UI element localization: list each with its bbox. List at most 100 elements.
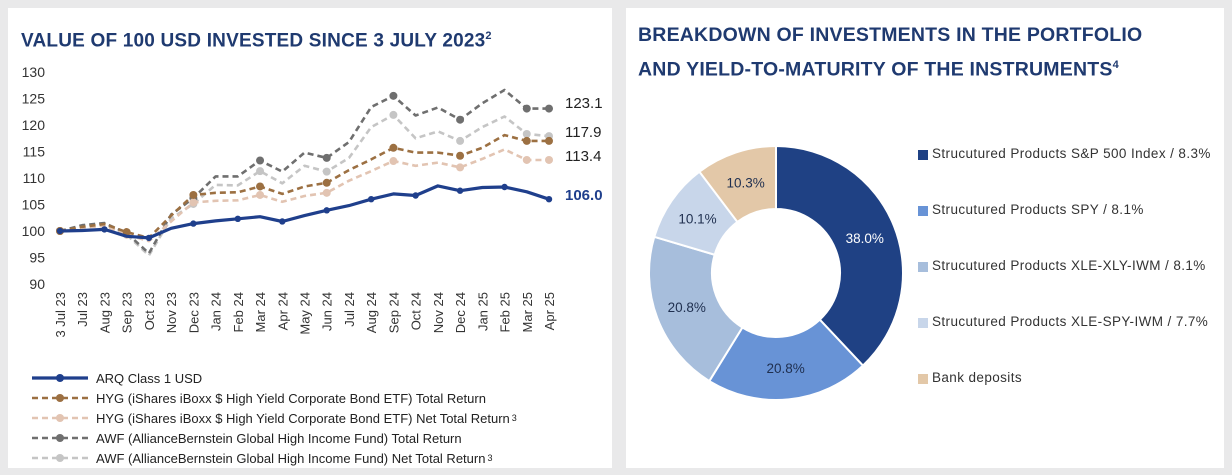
x-tick-label: Feb 25 <box>498 292 513 332</box>
line-chart-title: VALUE OF 100 USD INVESTED SINCE 3 JULY 2… <box>21 30 492 52</box>
legend-swatch <box>32 374 88 382</box>
legend-swatch-marker <box>56 434 64 442</box>
series-point <box>545 104 553 113</box>
donut-chart-title-footnote: 4 <box>1112 59 1119 71</box>
series-point <box>456 187 464 194</box>
donut-chart-title-line2: AND YIELD-TO-MATURITY OF THE INSTRUMENTS <box>638 58 1113 81</box>
donut-legend-label: Strucutured Products XLE-SPY-IWM / 7.7% <box>932 314 1209 329</box>
y-tick-label: 125 <box>22 91 46 107</box>
donut-slice <box>775 144 904 367</box>
donut-legend-swatch <box>918 374 928 384</box>
series-point <box>522 155 531 164</box>
series-point <box>389 143 398 152</box>
x-tick-label: Dec 23 <box>186 292 201 333</box>
legend-swatch-marker <box>56 414 64 422</box>
x-tick-label: Mar 25 <box>520 292 535 332</box>
donut-chart: 38.0% 20.8% 20.8% 10.1% 10.3% <box>648 144 904 401</box>
x-tick-label: Apr 25 <box>542 292 557 330</box>
donut-slice <box>707 318 865 401</box>
x-tick-label: Jan 24 <box>209 292 224 331</box>
x-tick-label: Sep 24 <box>386 292 401 333</box>
x-tick-label: Aug 23 <box>97 292 112 333</box>
donut-legend-item: Strucutured Products SPY / 8.1% <box>918 202 1144 217</box>
series-line <box>59 133 549 240</box>
legend-item: AWF (AllianceBernstein Global High Incom… <box>30 448 517 468</box>
donut-slice-label: 38.0% <box>846 231 884 246</box>
y-tick-label: 110 <box>23 170 46 186</box>
line-chart-title-footnote: 2 <box>485 30 492 42</box>
legend-label: ARQ Class 1 USD <box>96 370 203 386</box>
donut-legend-label: Strucutured Products SPY / 8.1% <box>932 202 1144 217</box>
series-point <box>190 220 197 227</box>
end-value-label: 123.1 <box>565 95 603 112</box>
end-value-label: 106.0 <box>565 187 603 204</box>
legend-item: HYG (iShares iBoxx $ High Yield Corporat… <box>30 408 517 428</box>
series-point <box>145 234 153 242</box>
series-point <box>323 207 330 214</box>
y-tick-label: 130 <box>22 64 46 80</box>
donut-legend-item: Strucutured Products XLE-XLY-IWM / 8.1% <box>918 258 1206 273</box>
series-point <box>256 167 265 176</box>
legend-swatch-marker <box>56 454 64 462</box>
donut-legend-swatch <box>918 318 928 328</box>
x-tick-label: Mar 24 <box>253 292 268 332</box>
legend-swatch <box>32 454 88 462</box>
series-point <box>367 196 375 203</box>
legend-label: AWF (AllianceBernstein Global High Incom… <box>96 430 462 446</box>
series-line <box>59 184 550 240</box>
x-tick-label: Jul 23 <box>75 292 90 327</box>
donut-legend-swatch <box>918 206 928 216</box>
y-tick-label: 120 <box>22 117 46 133</box>
legend-label: AWF (AllianceBernstein Global High Incom… <box>96 450 486 466</box>
x-tick-label: 3 Jul 23 <box>53 292 68 338</box>
donut-chart-panel: BREAKDOWN OF INVESTMENTS IN THE PORTFOLI… <box>626 8 1224 468</box>
donut-legend-label: Strucutured Products S&P 500 Index / 8.3… <box>932 146 1211 161</box>
legend-swatch <box>32 394 88 402</box>
x-tick-label: Sep 23 <box>120 292 135 333</box>
donut-legend-item: Strucutured Products XLE-SPY-IWM / 7.7% <box>918 314 1208 329</box>
end-value-label: 113.4 <box>565 148 601 165</box>
donut-chart-title-line1: BREAKDOWN OF INVESTMENTS IN THE PORTFOLI… <box>638 24 1143 46</box>
y-tick-label: 95 <box>29 250 45 266</box>
series-point <box>456 151 465 160</box>
donut-slice-label: 10.3% <box>726 175 764 190</box>
series-point <box>56 227 64 235</box>
y-tick-label: 100 <box>22 223 46 239</box>
x-tick-label: Oct 24 <box>409 292 424 330</box>
donut-slice <box>648 235 744 383</box>
legend-swatch-marker <box>56 394 64 402</box>
series-point <box>412 192 419 199</box>
x-tick-label: Nov 23 <box>164 292 179 333</box>
x-tick-label: Aug 24 <box>364 292 379 333</box>
series-point <box>545 196 553 203</box>
donut-legend-label: Bank deposits <box>932 370 1023 385</box>
series-point <box>389 91 398 100</box>
legend-item: ARQ Class 1 USD <box>30 368 517 388</box>
donut-legend-swatch <box>918 150 928 160</box>
series-point <box>279 218 286 225</box>
series-line <box>59 148 549 243</box>
legend-item: HYG (iShares iBoxx $ High Yield Corporat… <box>30 388 517 408</box>
series-point <box>522 104 531 113</box>
x-tick-label: Jun 24 <box>320 292 335 331</box>
series-point <box>522 130 531 139</box>
x-tick-label: Jul 24 <box>342 292 357 327</box>
donut-slice-label: 20.8% <box>668 300 706 315</box>
x-tick-label: Jan 25 <box>475 292 490 331</box>
end-value-label: 117.9 <box>565 124 601 141</box>
donut-slice-label: 10.1% <box>678 212 716 227</box>
donut-legend-item: Bank deposits <box>918 370 1022 385</box>
donut-legend-label: Strucutured Products XLE-XLY-IWM / 8.1% <box>932 258 1206 273</box>
legend-swatch <box>32 434 88 442</box>
x-tick-label: Apr 24 <box>275 292 290 330</box>
line-chart: 90 95 100 105 110 115 120 125 130 3 Jul 23 Jul 23 A… <box>22 64 603 338</box>
series-point <box>322 188 331 197</box>
x-tick-label: Nov 24 <box>431 292 446 333</box>
x-tick-label: Feb 24 <box>231 292 246 332</box>
x-tick-label: Dec 24 <box>453 292 468 333</box>
x-tick-label: Oct 23 <box>142 292 157 330</box>
y-tick-label: 115 <box>23 144 46 160</box>
legend-footnote: 3 <box>487 453 493 463</box>
series-point <box>501 183 508 191</box>
series-point <box>389 110 398 119</box>
